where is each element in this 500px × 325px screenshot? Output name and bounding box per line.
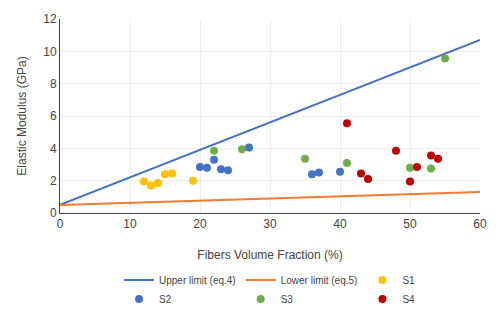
svg-text:4: 4 (50, 142, 57, 156)
svg-text:60: 60 (473, 217, 487, 231)
svg-text:S1: S1 (402, 275, 415, 286)
svg-text:50: 50 (403, 217, 417, 231)
svg-text:S4: S4 (402, 294, 415, 305)
svg-text:Lower limit (eq.5): Lower limit (eq.5) (281, 275, 358, 286)
svg-text:Upper limit (eq.4): Upper limit (eq.4) (159, 275, 236, 286)
svg-text:S3: S3 (281, 294, 294, 305)
svg-text:0: 0 (57, 217, 64, 231)
svg-text:30: 30 (263, 217, 277, 231)
svg-text:Fibers Volume Fraction (%): Fibers Volume Fraction (%) (197, 248, 342, 262)
svg-text:12: 12 (43, 12, 57, 26)
svg-text:6: 6 (50, 109, 57, 123)
svg-text:40: 40 (333, 217, 347, 231)
svg-text:0: 0 (50, 206, 57, 220)
svg-text:8: 8 (50, 77, 57, 91)
svg-text:10: 10 (123, 217, 137, 231)
svg-text:S2: S2 (159, 294, 172, 305)
svg-text:Elastic Modulus (GPa): Elastic Modulus (GPa) (15, 56, 29, 175)
svg-text:20: 20 (193, 217, 207, 231)
svg-text:10: 10 (43, 45, 57, 59)
svg-text:2: 2 (50, 174, 57, 188)
